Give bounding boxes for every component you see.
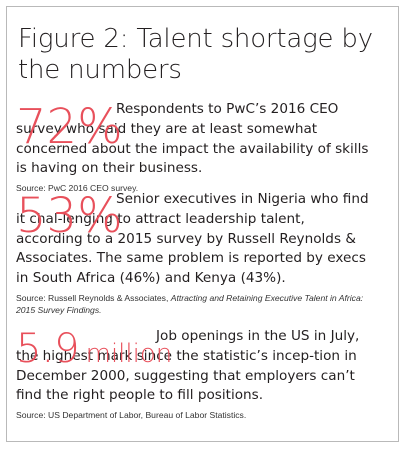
stat-block-skills-concern: 72% Respondents to PwC’s 2016 CEO survey…: [16, 100, 396, 194]
stat-block-nigeria-leadership: 53% Senior executives in Nigeria who fin…: [16, 190, 396, 316]
source-text: Source: US Department of Labor, Bureau o…: [16, 410, 247, 421]
stat-source: Source: PwC 2016 CEO survey.: [16, 182, 376, 194]
stat-value: 5.9 million: [16, 329, 172, 369]
stat-source: Source: US Department of Labor, Bureau o…: [16, 409, 376, 421]
stat-source: Source: Russell Reynolds & Associates, A…: [16, 292, 376, 316]
stat-value: 53%: [16, 192, 123, 240]
stat-unit: million: [85, 339, 173, 369]
source-text: Source: PwC 2016 CEO survey.: [16, 183, 139, 194]
figure-frame: [6, 6, 399, 442]
stat-number: 72%: [16, 99, 123, 155]
source-report-title: Attracting and Retaining Executive Talen…: [16, 292, 364, 315]
stat-number: 53%: [16, 188, 123, 244]
stat-description: Respondents to PwC’s 2016 CEO survey who…: [16, 101, 369, 177]
stat-description: Senior executives in Nigeria who find it…: [16, 191, 369, 287]
stat-block-us-job-openings: 5.9 million Job openings in the US in Jul…: [16, 327, 396, 421]
source-text: Source: Russell Reynolds & Associates,: [16, 292, 171, 303]
stat-number: 5.9: [16, 326, 80, 372]
figure-title: Figure 2: Talent shortage by the numbers: [18, 24, 373, 85]
stat-value: 72%: [16, 103, 123, 151]
stat-description: Job openings in the US in July, the high…: [16, 328, 360, 404]
